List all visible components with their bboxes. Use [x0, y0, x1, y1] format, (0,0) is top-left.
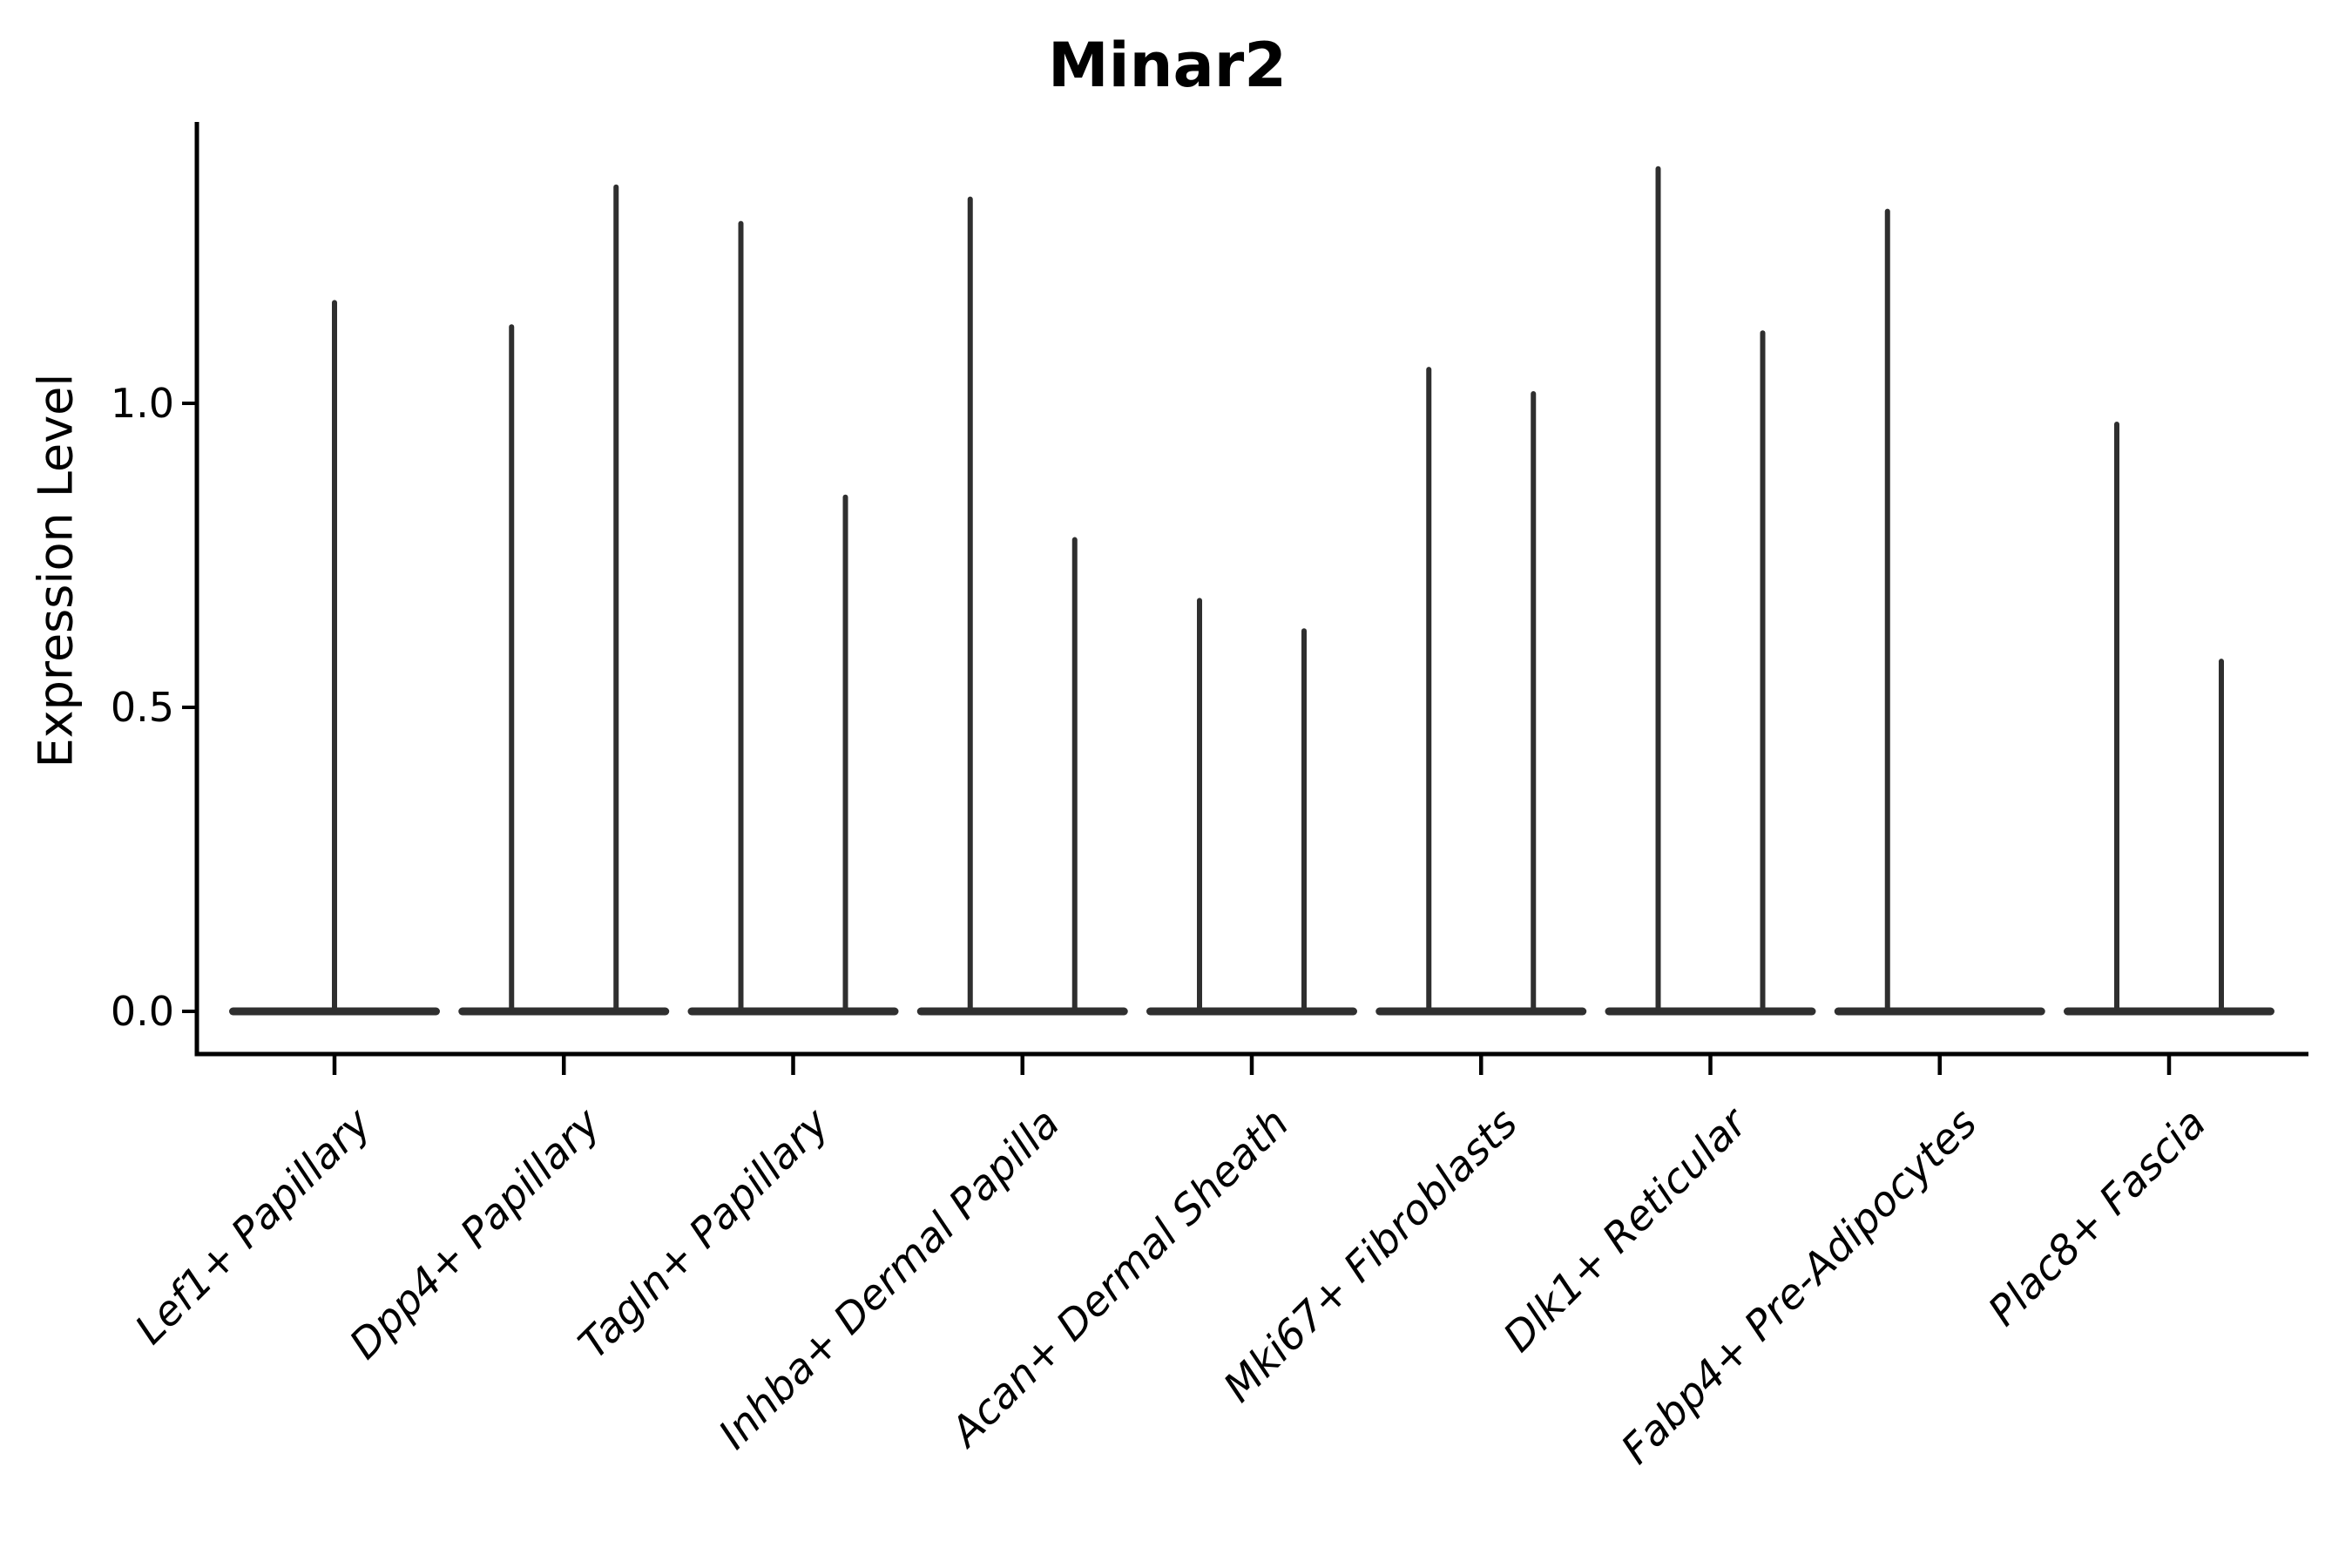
violin-spike-0-0 — [332, 300, 337, 1012]
violin-spike-4-1 — [1301, 628, 1307, 1011]
violin-base-4 — [1146, 1007, 1357, 1016]
violin-base-3 — [916, 1007, 1128, 1016]
violin-base-2 — [687, 1007, 899, 1016]
violin-spike-5-1 — [1531, 391, 1537, 1011]
x-tick-mark-3 — [1020, 1056, 1024, 1075]
x-tick-mark-1 — [562, 1056, 566, 1075]
y-tick-label-1: 1.0 — [110, 380, 174, 427]
violin-spike-8-0 — [2114, 421, 2119, 1011]
violin-spike-6-0 — [1655, 166, 1661, 1011]
x-tick-mark-4 — [1249, 1056, 1254, 1075]
x-tick-mark-7 — [1937, 1056, 1942, 1075]
violin-spike-8-1 — [2219, 659, 2224, 1011]
violin-base-6 — [1605, 1007, 1816, 1016]
x-tick-mark-0 — [332, 1056, 337, 1075]
violin-base-8 — [2064, 1007, 2274, 1016]
violin-base-1 — [458, 1007, 670, 1016]
y-tick-label-0_5: 0.5 — [110, 684, 174, 731]
x-tick-mark-5 — [1479, 1056, 1484, 1075]
violin-spike-7-0 — [1884, 208, 1890, 1011]
x-tick-mark-2 — [791, 1056, 795, 1075]
violin-spike-1-0 — [509, 324, 515, 1011]
y-tick-mark-2 — [182, 402, 197, 405]
violin-spike-5-0 — [1426, 367, 1432, 1011]
chart-title: Minar2 — [1048, 30, 1287, 101]
y-tick-mark-0 — [182, 1010, 197, 1013]
violin-spike-3-0 — [967, 196, 973, 1011]
violin-spike-1-1 — [613, 184, 619, 1012]
y-tick-mark-1 — [182, 706, 197, 709]
violin-base-5 — [1375, 1007, 1587, 1016]
violin-spike-2-1 — [842, 494, 848, 1011]
violin-spike-6-1 — [1760, 330, 1766, 1011]
y-axis-spine — [194, 122, 199, 1057]
x-tick-mark-8 — [2166, 1056, 2172, 1075]
violin-base-7 — [1834, 1007, 2045, 1016]
x-axis-spine — [194, 1051, 2308, 1057]
violin-spike-3-1 — [1071, 537, 1078, 1011]
violin-spike-4-0 — [1197, 598, 1202, 1011]
y-tick-label-0: 0.0 — [110, 988, 174, 1035]
x-tick-mark-6 — [1708, 1056, 1713, 1075]
violin-spike-2-0 — [738, 220, 744, 1012]
